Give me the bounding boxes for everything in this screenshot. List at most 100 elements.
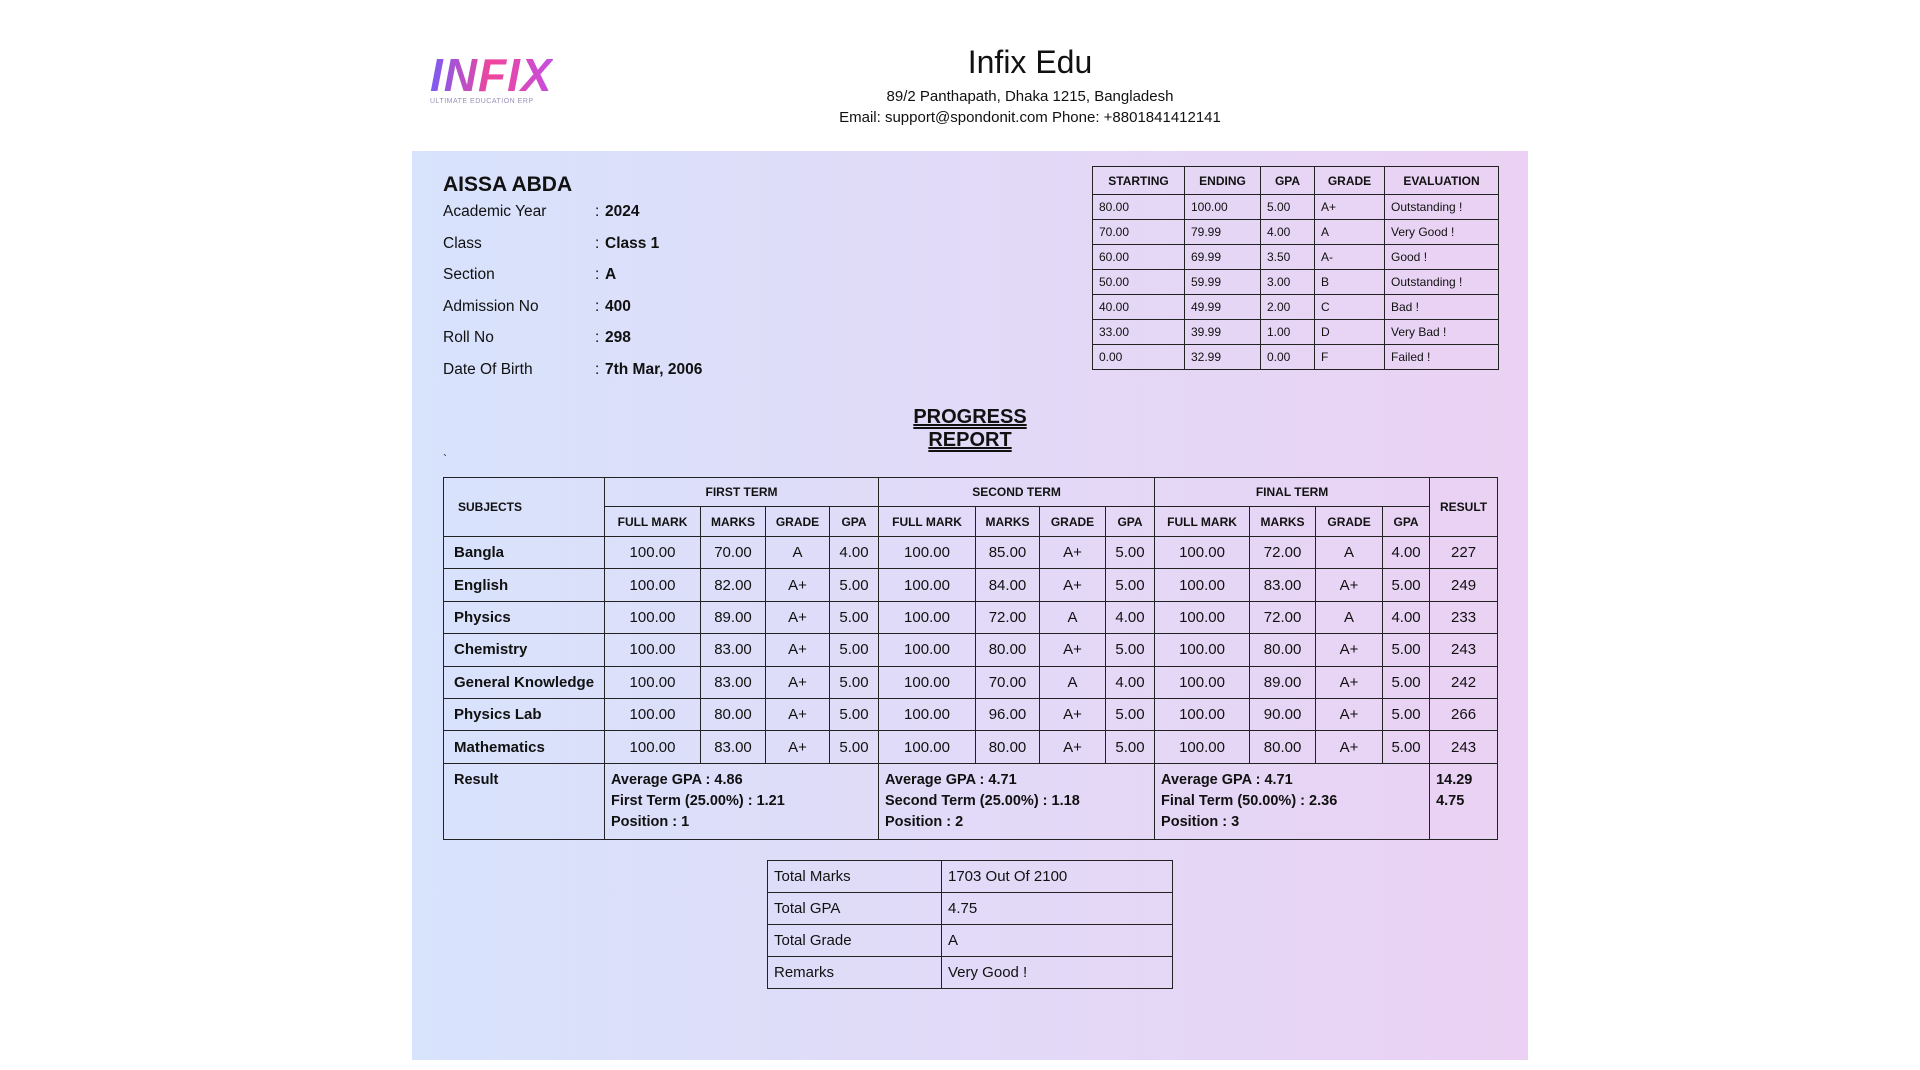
cell: A+ xyxy=(1039,633,1106,667)
term-header: FINAL TERM xyxy=(1154,477,1431,507)
cell: 5.00 xyxy=(1104,568,1156,602)
cell: 83.00 xyxy=(1249,568,1317,602)
info-row: Class: Class 1 xyxy=(443,235,702,267)
cell: 0.00 xyxy=(1260,344,1315,370)
cell: A+ xyxy=(1315,568,1384,602)
cell: 49.99 xyxy=(1184,294,1261,320)
sub-header: FULL MARK xyxy=(1154,506,1251,537)
cell: 32.99 xyxy=(1184,344,1261,370)
summary-row: Total Grade A xyxy=(767,924,1173,957)
cell: 100.00 xyxy=(604,730,701,764)
cell: Very Good ! xyxy=(941,956,1173,989)
cell: Bad ! xyxy=(1384,294,1499,320)
sub-header: GPA xyxy=(1104,506,1156,537)
cell: Very Good ! xyxy=(1384,219,1499,245)
cell: 100.00 xyxy=(1154,568,1251,602)
result-header: RESULT xyxy=(1429,477,1499,537)
cell: 2.00 xyxy=(1260,294,1315,320)
result: 233 xyxy=(1429,600,1499,635)
cell: 100.00 xyxy=(1184,194,1261,220)
sub-header: GRADE xyxy=(1039,506,1106,537)
cell: A+ xyxy=(1039,730,1106,764)
cell: Good ! xyxy=(1384,244,1499,270)
grade-row: 40.00 49.99 2.00 C Bad ! xyxy=(1092,294,1499,320)
cell: B xyxy=(1314,269,1385,295)
cell: 80.00 xyxy=(700,697,766,732)
info-separator: : xyxy=(595,203,600,220)
cell: 80.00 xyxy=(1092,194,1185,220)
summary-row: Total Marks 1703 Out Of 2100 xyxy=(767,860,1173,893)
result-row: Result Average GPA : 4.86 First Term (25.0… xyxy=(443,762,1499,840)
cell: 100.00 xyxy=(604,600,701,635)
logo-tagline: ULTIMATE EDUCATION ERP xyxy=(430,98,534,105)
result: 227 xyxy=(1429,535,1499,570)
result: 243 xyxy=(1429,633,1499,667)
cell: 100.00 xyxy=(604,568,701,602)
result-line: Second Term (25.00%) : 1.18 xyxy=(885,792,1080,809)
header-row: SUBJECTS FIRST TERM SECOND TERM FINAL TERM R… xyxy=(443,477,1499,537)
info-separator: : xyxy=(595,297,600,315)
subject: English xyxy=(443,568,605,602)
subject-row: Bangla 100.00 70.00 A 4.00 100.00 85.00 A+ 5.00 1… xyxy=(443,535,1499,570)
cell: 100.00 xyxy=(1154,600,1251,635)
result-line: First Term (25.00%) : 1.21 xyxy=(611,792,785,809)
cell: 0.00 xyxy=(1092,344,1185,370)
cell: 70.00 xyxy=(975,665,1040,699)
sub-header: GRADE xyxy=(1315,506,1384,537)
subject: Mathematics xyxy=(443,730,605,764)
term-result: Average GPA : 4.71 Final Term (50.00%) : … xyxy=(1154,762,1431,840)
final-result: 14.29 4.75 xyxy=(1429,762,1499,840)
sub-header: MARKS xyxy=(700,506,766,537)
cell: A+ xyxy=(765,600,830,635)
info-row: Admission No:400 xyxy=(443,298,702,330)
cell: 59.99 xyxy=(1184,269,1261,295)
info-separator: : xyxy=(595,360,600,378)
cell: 4.75 xyxy=(941,892,1173,925)
cell: 33.00 xyxy=(1092,319,1185,345)
info-label: Section xyxy=(443,266,495,283)
cell: 80.00 xyxy=(1249,730,1317,764)
cell: Total Marks xyxy=(767,860,942,893)
info-row: Section: A xyxy=(443,266,702,298)
term-header: SECOND TERM xyxy=(877,477,1156,507)
cell: 85.00 xyxy=(975,535,1040,570)
cell: 69.99 xyxy=(1184,244,1261,270)
column-header: ENDING xyxy=(1184,166,1261,195)
sub-header: GRADE xyxy=(765,506,830,537)
cell: 5.00 xyxy=(1382,665,1431,699)
cell: 100.00 xyxy=(878,535,976,570)
cell: Total Grade xyxy=(767,924,942,957)
cell: 80.00 xyxy=(1249,633,1317,667)
contact: Email: support@spondonit.com Phone: +880… xyxy=(839,109,1221,126)
term-result: Average GPA : 4.86 First Term (25.00%) : … xyxy=(604,762,879,840)
info-separator: : xyxy=(595,266,600,283)
cell: 40.00 xyxy=(1092,294,1185,320)
info-value: 2024 xyxy=(605,203,640,220)
column-header: STARTING xyxy=(1092,166,1185,195)
cell: 100.00 xyxy=(604,697,701,732)
sub-header: MARKS xyxy=(1249,506,1317,537)
cell: 5.00 xyxy=(1382,633,1431,667)
result-label: Result xyxy=(443,762,605,840)
cell: 4.00 xyxy=(1382,535,1431,570)
cell: 83.00 xyxy=(700,665,766,699)
cell: 5.00 xyxy=(829,730,879,764)
cell: Total GPA xyxy=(767,892,942,925)
result-line: Position : 3 xyxy=(1161,813,1240,830)
result-line: 14.29 xyxy=(1436,771,1473,788)
cell: 82.00 xyxy=(700,568,766,602)
cell: 4.00 xyxy=(829,535,879,570)
info-separator: : xyxy=(595,329,600,346)
cell: 100.00 xyxy=(1154,697,1251,732)
cell: 3.50 xyxy=(1260,244,1315,270)
cell: 5.00 xyxy=(1104,697,1156,732)
result: 243 xyxy=(1429,730,1499,764)
result-line: Position : 2 xyxy=(885,813,964,830)
cell: 100.00 xyxy=(878,665,976,699)
grade-row: 80.00 100.00 5.00 A+ Outstanding ! xyxy=(1092,194,1499,220)
note: ` xyxy=(443,452,447,466)
cell: 84.00 xyxy=(975,568,1040,602)
cell: 70.00 xyxy=(700,535,766,570)
cell: 80.00 xyxy=(975,633,1040,667)
column-header: EVALUATION xyxy=(1384,166,1499,195)
